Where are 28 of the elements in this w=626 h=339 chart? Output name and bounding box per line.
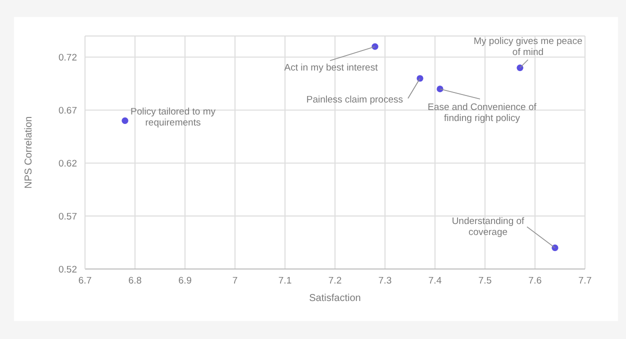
annotation: Act in my best interest: [284, 62, 378, 74]
y-tick-label: 0.67: [58, 106, 77, 117]
x-tick-label: 7.1: [278, 276, 292, 287]
y-tick-label: 0.62: [58, 158, 77, 170]
y-tick-label: 0.72: [58, 52, 77, 64]
x-tick-label: 7.5: [478, 276, 492, 287]
y-tick-label: 0.57: [58, 211, 77, 222]
annotation: Policy tailored to my requirements: [130, 106, 216, 129]
x-tick-label: 6.7: [78, 276, 92, 287]
x-tick-label: 7.2: [328, 276, 342, 287]
point: [122, 117, 128, 124]
x-tick-label: 6.8: [128, 276, 142, 287]
point: [516, 64, 524, 72]
x-axis-title: Satisfaction: [309, 293, 361, 304]
annotation: Painless claim process: [306, 94, 404, 106]
annotation: My policy gives me peace of mind: [474, 36, 582, 58]
x-tick-label: 7.6: [528, 276, 542, 287]
annotation: Understanding of coverage: [452, 216, 525, 238]
x-tick-label: 7: [232, 276, 238, 287]
annotation: Ease and Convenience of finding right policy: [428, 102, 537, 124]
x-tick-label: 7.7: [578, 276, 592, 287]
y-axis-title: NPS Correlation: [24, 116, 35, 189]
x-tick-label: 6.9: [178, 276, 192, 287]
x-tick-label: 7.4: [428, 276, 442, 287]
point: [372, 43, 378, 50]
y-tick-label: 0.52: [58, 264, 77, 276]
point: [416, 75, 424, 82]
x-tick-label: 7.3: [378, 276, 392, 287]
